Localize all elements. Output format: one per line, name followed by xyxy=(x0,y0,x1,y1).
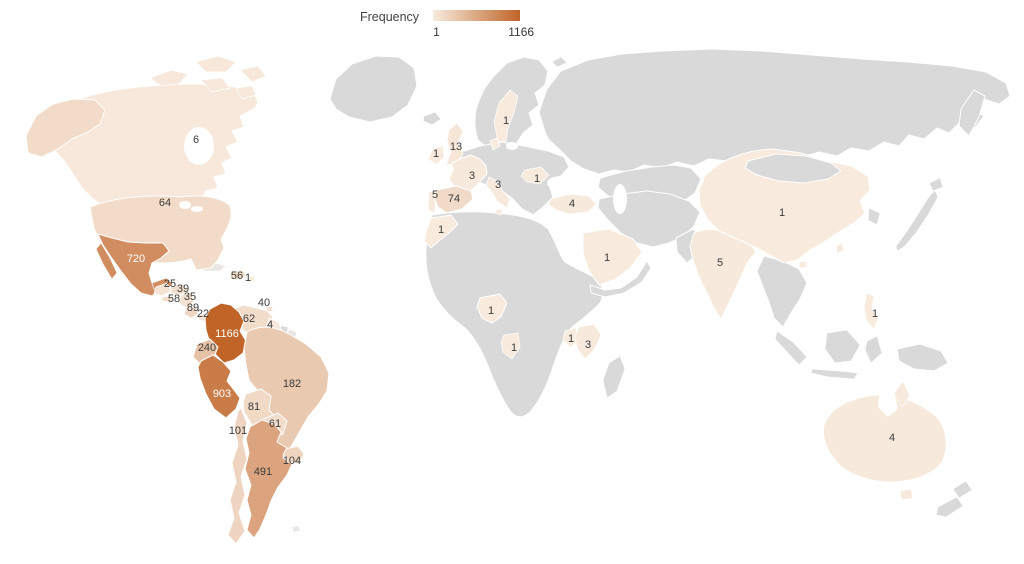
country-puerto-rico[interactable] xyxy=(247,275,256,283)
landmass-madagascar xyxy=(602,355,626,399)
legend-gradient-bar xyxy=(433,10,521,21)
hudson-bay xyxy=(184,127,214,165)
landmass-borneo xyxy=(824,329,861,364)
country-france[interactable] xyxy=(448,154,488,194)
country-nicaragua[interactable] xyxy=(178,291,195,310)
country-romania[interactable] xyxy=(520,166,550,185)
country-el-salvador[interactable] xyxy=(161,295,174,303)
landmass-kamchatka xyxy=(958,89,986,137)
country-kenya[interactable] xyxy=(574,323,602,360)
legend-max-label: 1166 xyxy=(508,25,535,39)
baltic-sea xyxy=(506,142,518,150)
landmass-sumatra xyxy=(774,330,808,366)
landmass-svalbard xyxy=(551,56,568,68)
country-gabon[interactable] xyxy=(500,332,521,360)
landmass-new-guinea xyxy=(896,343,949,372)
country-italy[interactable] xyxy=(485,176,511,216)
country-turkey[interactable] xyxy=(547,193,598,215)
landmass-japan xyxy=(895,189,939,252)
landmass-greenland xyxy=(329,55,418,123)
landmass-africa xyxy=(425,211,604,418)
country-argentina[interactable] xyxy=(244,419,293,539)
gulf-of-carpentaria xyxy=(878,392,898,417)
great-lakes xyxy=(179,201,191,209)
country-guatemala[interactable] xyxy=(153,282,172,297)
caspian-sea xyxy=(613,184,627,214)
country-philippines[interactable] xyxy=(863,292,879,330)
landmass-sulawesi xyxy=(864,335,883,364)
country-morocco[interactable] xyxy=(423,214,459,249)
country-sweden[interactable] xyxy=(493,89,519,143)
landmass-russia xyxy=(538,48,1011,175)
country-chile[interactable] xyxy=(227,407,248,545)
legend-min-label: 1 xyxy=(433,25,440,39)
legend: Frequency 1 1166 xyxy=(360,10,534,39)
landmass-korea xyxy=(867,207,881,226)
landmass-iceland xyxy=(422,111,442,126)
country-ireland[interactable] xyxy=(427,145,445,165)
country-saudi-arabia[interactable] xyxy=(582,228,643,286)
landmass-java xyxy=(810,368,859,380)
country-uganda[interactable] xyxy=(562,327,580,348)
great-lakes-east xyxy=(191,206,203,212)
landmass-falklands xyxy=(291,525,301,533)
landmass-mongolia xyxy=(744,153,842,184)
country-trinidad-tobago[interactable] xyxy=(265,305,274,313)
country-nigeria[interactable] xyxy=(476,293,508,324)
landmass-denmark xyxy=(489,137,501,151)
legend-title: Frequency xyxy=(360,10,420,24)
legend-ticks: 1 1166 xyxy=(433,25,534,39)
country-australia[interactable] xyxy=(822,380,947,501)
country-spain[interactable] xyxy=(433,185,474,214)
landmass-indochina xyxy=(756,255,808,328)
country-peru[interactable] xyxy=(197,354,241,419)
legend-bar-wrap: 1 1166 xyxy=(433,10,534,39)
country-india[interactable] xyxy=(689,228,757,320)
landmass-new-zealand-north xyxy=(952,480,973,499)
country-uruguay[interactable] xyxy=(282,445,305,465)
landmass-new-zealand-south xyxy=(935,496,964,518)
landmass-hokkaido xyxy=(928,177,944,192)
landmass-yemen-oman xyxy=(589,260,652,298)
country-dominican-republic[interactable] xyxy=(229,269,247,281)
country-honduras[interactable] xyxy=(170,283,190,296)
black-sea xyxy=(547,176,575,190)
country-costa-rica[interactable] xyxy=(183,306,199,319)
